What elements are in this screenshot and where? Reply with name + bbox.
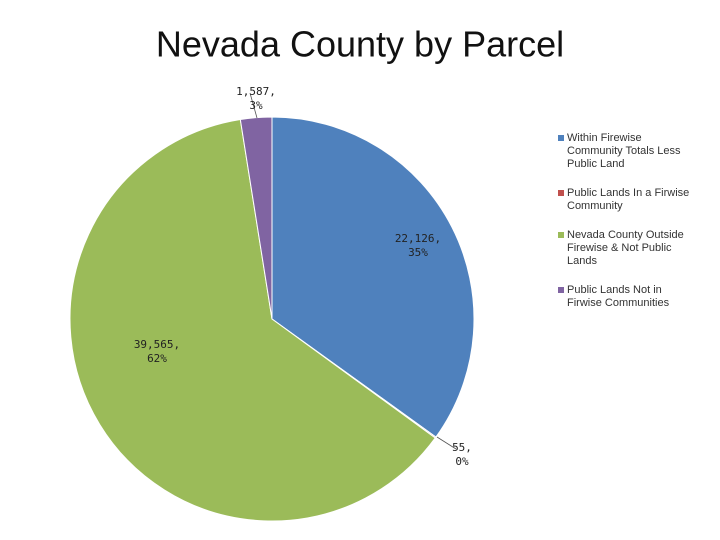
legend: Within Firewise Community Totals Less Pu…: [558, 132, 698, 310]
legend-swatch: [558, 190, 564, 196]
pie-slice: [271, 116, 475, 438]
data-label: 1,587,: [236, 85, 276, 98]
pie-slice: [239, 116, 273, 320]
legend-label: Public Lands In a Firwise Community: [567, 187, 690, 212]
data-label: 35%: [408, 246, 428, 259]
leader-line: [436, 436, 457, 450]
legend-entry: Public Lands In a Firwise Community: [558, 187, 698, 213]
data-label: 55,: [452, 441, 472, 454]
pie-slice: [69, 118, 436, 522]
legend-swatch: [558, 232, 564, 238]
legend-swatch: [558, 135, 564, 141]
legend-label: Within Firewise Community Totals Less Pu…: [567, 132, 681, 170]
legend-swatch: [558, 287, 564, 293]
legend-entry: Public Lands Not in Firwise Communities: [558, 284, 698, 310]
data-label: 39,565,: [134, 338, 180, 351]
legend-label: Public Lands Not in Firwise Communities: [567, 284, 670, 309]
legend-entry: Within Firewise Community Totals Less Pu…: [558, 132, 698, 171]
chart-title: Nevada County by Parcel: [156, 24, 564, 65]
leader-line: [249, 92, 258, 119]
data-label: 3%: [249, 99, 263, 112]
legend-label: Nevada County Outside Firewise & Not Pub…: [567, 229, 684, 267]
data-label: 0%: [455, 455, 469, 468]
legend-entry: Nevada County Outside Firewise & Not Pub…: [558, 229, 698, 268]
data-label: 22,126,: [395, 232, 441, 245]
data-label: 62%: [147, 352, 167, 365]
